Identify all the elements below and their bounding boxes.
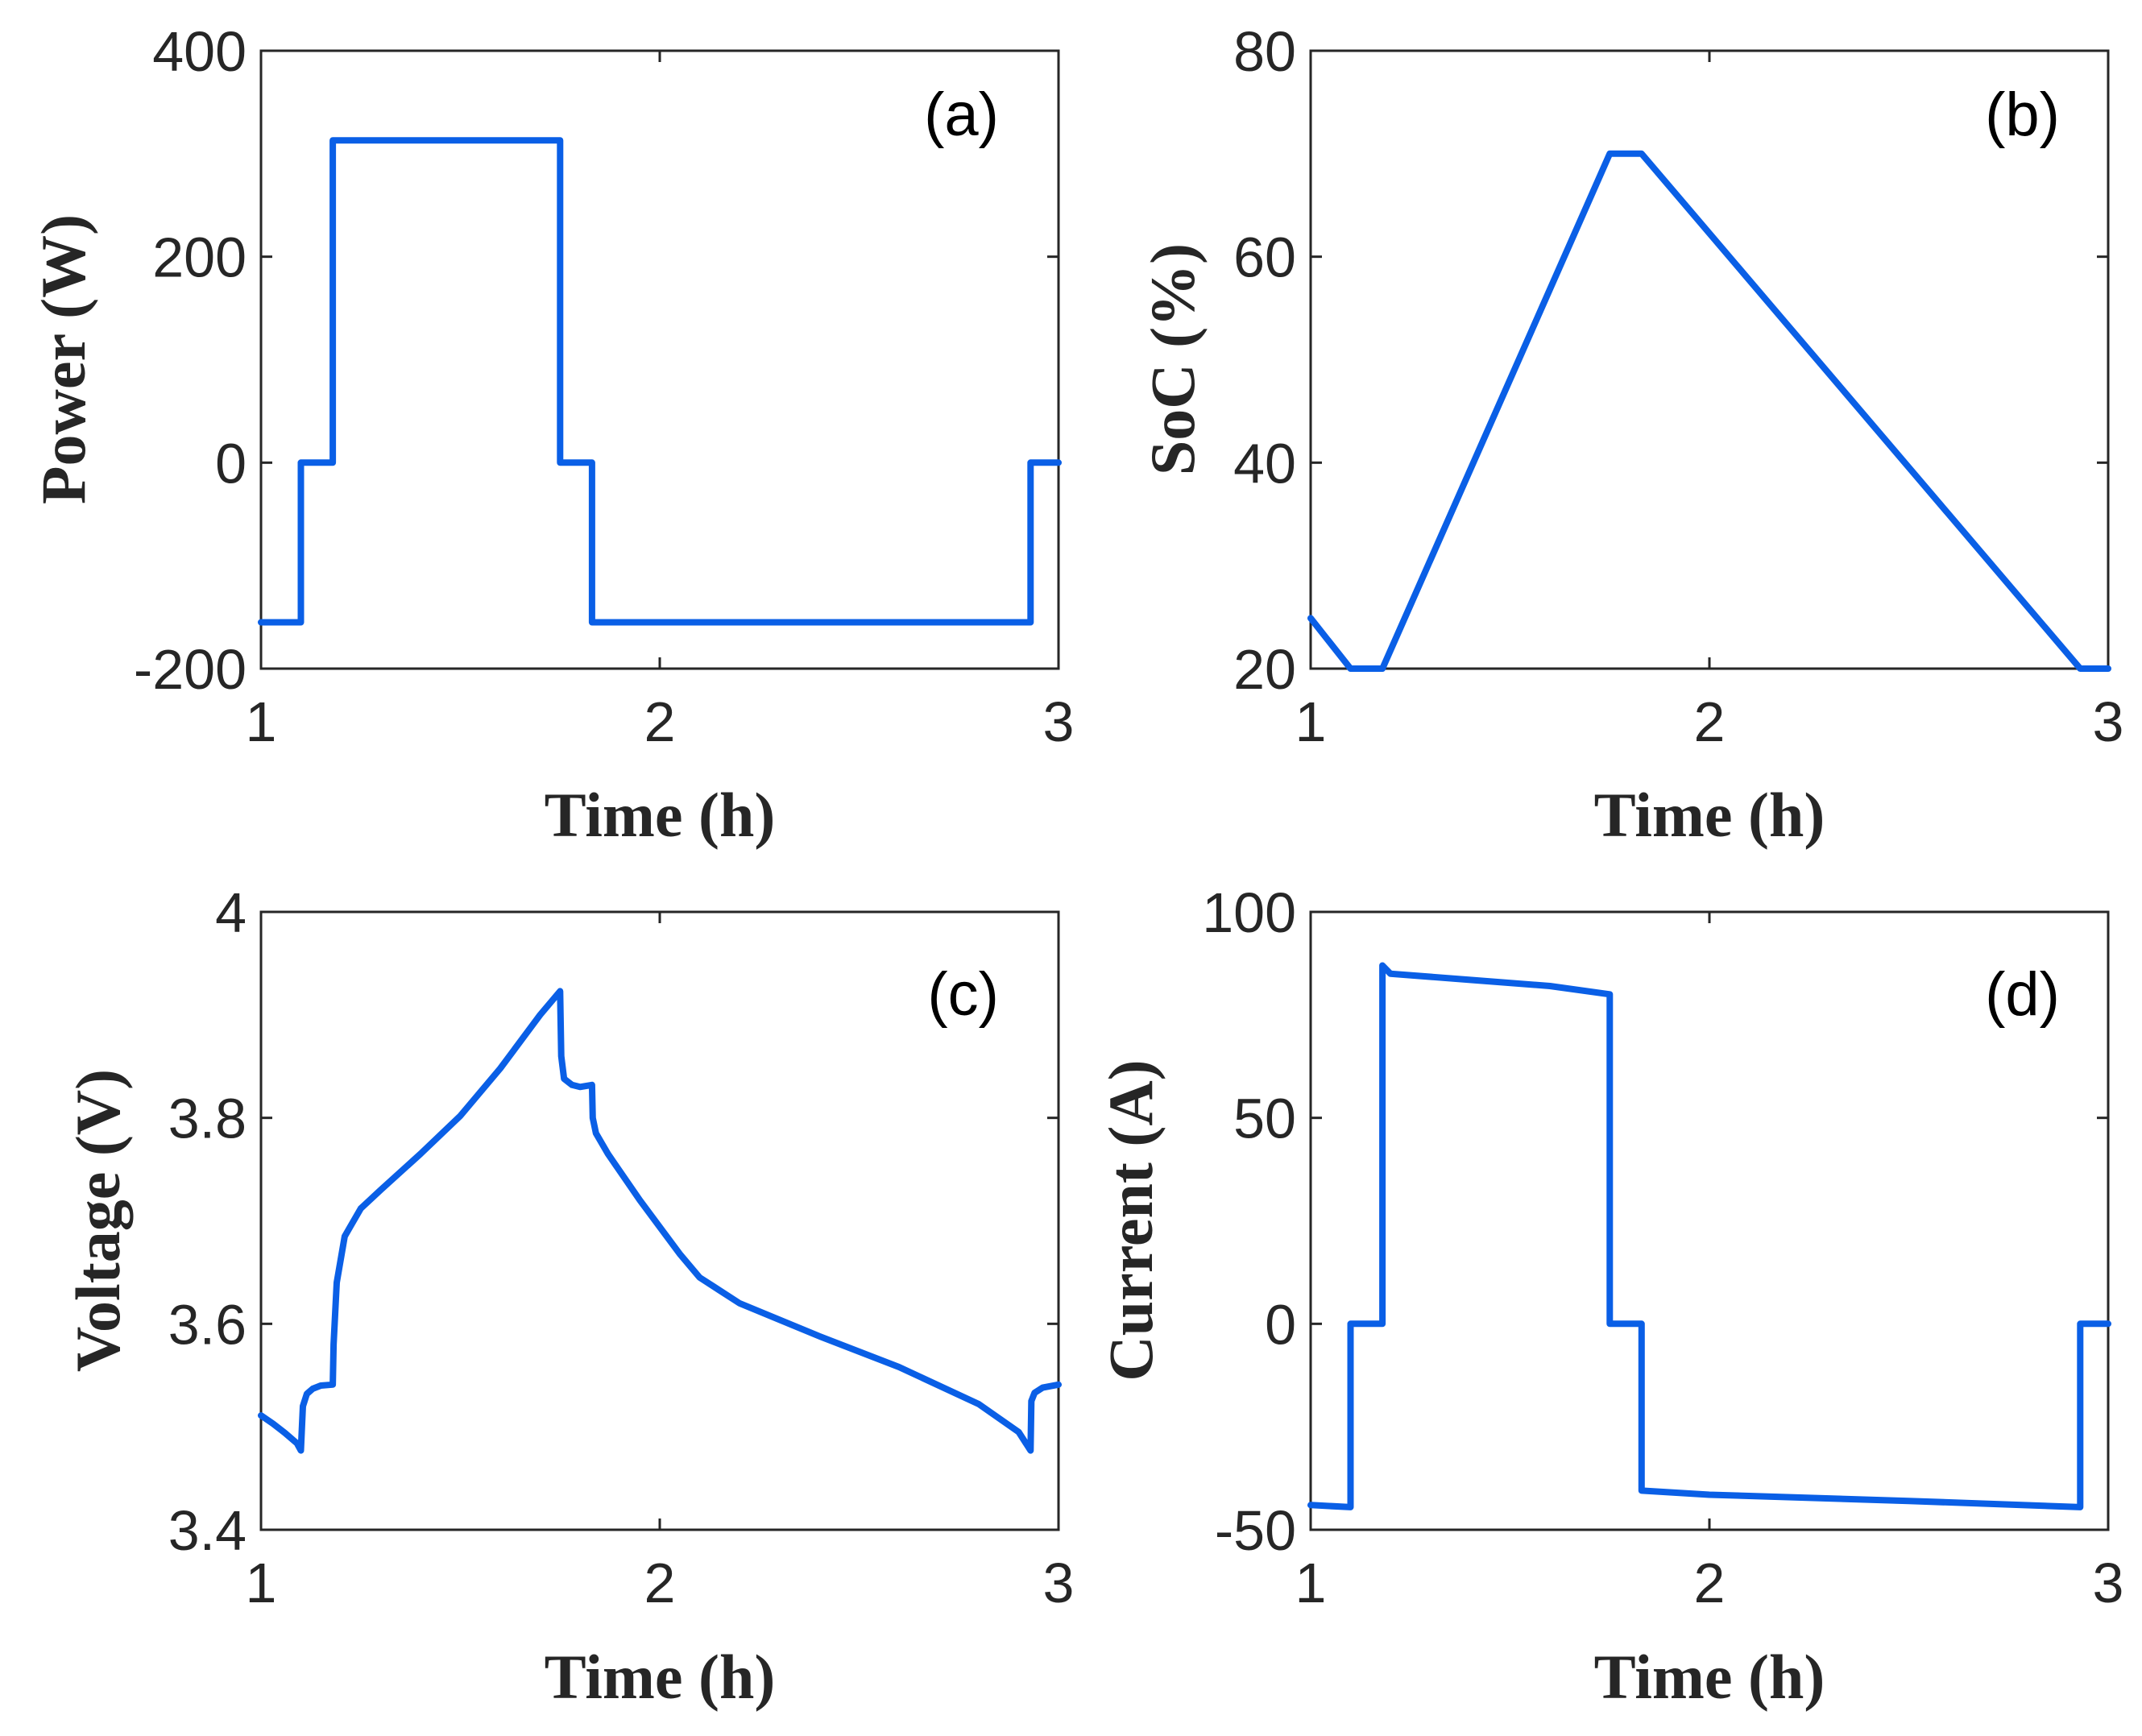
- y-tick-label: 40: [1233, 432, 1296, 495]
- x-tick-label: 1: [1295, 690, 1327, 753]
- y-axis-title: Current (A): [1096, 1059, 1166, 1381]
- y-tick-label: -200: [134, 638, 247, 701]
- panel-a-power: -200 0 200 400 1 2 3 (a) Time (h) Power (W): [28, 20, 1074, 850]
- x-tick-label: 2: [1694, 1552, 1726, 1614]
- y-tick-labels: 20 40 60 80: [1233, 20, 1296, 701]
- x-tick-labels: 1 2 3: [246, 1552, 1075, 1614]
- y-tick-labels: -50 0 50 100: [1202, 881, 1296, 1562]
- y-tick-labels: 3.4 3.6 3.8 4: [168, 881, 247, 1562]
- y-tick-label: 400: [152, 20, 247, 83]
- y-tick-labels: -200 0 200 400: [134, 20, 247, 701]
- panel-b-soc: 20 40 60 80 1 2 3 (b) Time (h) SoC (%): [1137, 20, 2123, 850]
- tick-marks: [259, 910, 1060, 1531]
- y-tick-label: 100: [1202, 881, 1296, 944]
- x-axis-title: Time (h): [1594, 1642, 1825, 1712]
- voltage-line: [258, 988, 1062, 1454]
- x-tick-labels: 1 2 3: [1295, 690, 2124, 753]
- y-tick-label: 20: [1233, 638, 1296, 701]
- x-axis-title: Time (h): [545, 780, 776, 850]
- x-tick-label: 1: [1295, 1552, 1327, 1614]
- panel-label: (c): [927, 960, 999, 1029]
- x-axis-title: Time (h): [545, 1642, 776, 1712]
- x-tick-label: 3: [1043, 690, 1075, 753]
- x-tick-label: 3: [2093, 1552, 2124, 1614]
- y-tick-label: 200: [152, 226, 247, 289]
- y-tick-label: 0: [215, 432, 247, 495]
- y-tick-label: 4: [215, 881, 247, 944]
- y-tick-label: 0: [1265, 1293, 1296, 1356]
- y-tick-label: 50: [1233, 1088, 1296, 1150]
- y-axis-title: SoC (%): [1137, 243, 1208, 475]
- panel-label: (d): [1985, 960, 2060, 1029]
- x-tick-label: 1: [246, 1552, 277, 1614]
- x-tick-label: 1: [246, 690, 277, 753]
- y-tick-label: 80: [1233, 20, 1296, 83]
- y-tick-label: 3.4: [168, 1499, 247, 1562]
- x-axis-title: Time (h): [1594, 780, 1825, 850]
- x-tick-label: 2: [644, 690, 676, 753]
- panel-d-current: -50 0 50 100 1 2 3 (d) Time (h) Current (A): [1096, 881, 2123, 1712]
- y-tick-label: 3.6: [168, 1293, 247, 1356]
- x-tick-labels: 1 2 3: [1295, 1552, 2124, 1614]
- panel-label: (a): [924, 81, 999, 149]
- x-tick-labels: 1 2 3: [246, 690, 1075, 753]
- x-tick-label: 3: [2093, 690, 2124, 753]
- panel-c-voltage: 3.4 3.6 3.8 4 1 2 3 (c) Time (h) Voltage (V): [63, 881, 1074, 1712]
- y-tick-label: -50: [1215, 1499, 1296, 1562]
- y-tick-label: 60: [1233, 226, 1296, 289]
- y-tick-label: 3.8: [168, 1088, 247, 1150]
- x-tick-label: 2: [1694, 690, 1726, 753]
- current-line: [1307, 962, 2111, 1510]
- x-tick-label: 2: [644, 1552, 676, 1614]
- soc-line: [1307, 150, 2111, 672]
- y-axis-title: Power (W): [28, 214, 98, 504]
- y-axis-title: Voltage (V): [63, 1069, 133, 1372]
- panel-label: (b): [1985, 81, 2060, 149]
- power-line: [258, 137, 1062, 626]
- x-tick-label: 3: [1043, 1552, 1075, 1614]
